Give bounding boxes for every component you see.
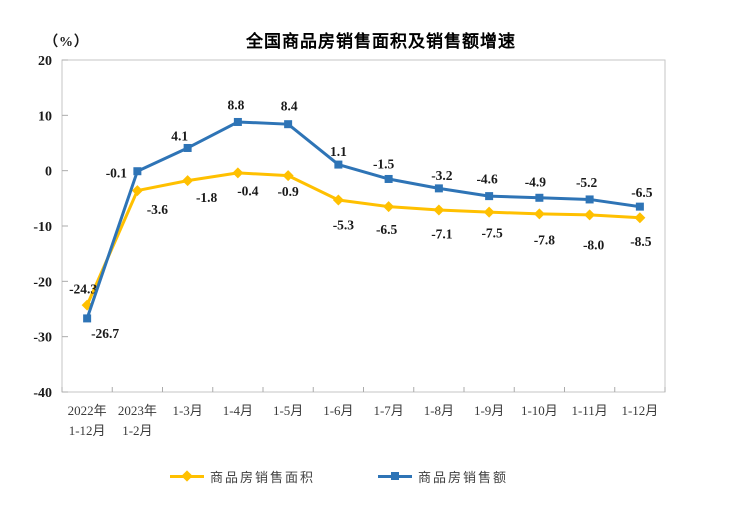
- data-label-sales-area: -0.9: [277, 184, 299, 199]
- x-axis-label: 1-12月: [621, 403, 658, 418]
- x-axis-label: 1-10月: [521, 403, 558, 418]
- data-point-marker-sales-area: [282, 170, 294, 182]
- plot-border: [61, 59, 666, 393]
- legend-item-sales-area: 商品房销售面积: [170, 466, 315, 486]
- data-label-sales-area: -3.6: [147, 202, 169, 217]
- data-point-marker-sales-area: [533, 208, 545, 220]
- x-axis-label: 1-8月: [424, 403, 454, 418]
- line-square-marker-icon: [378, 470, 412, 482]
- data-label-sales-value: -3.2: [431, 168, 453, 183]
- data-point-marker-sales-area: [182, 175, 194, 187]
- data-point-marker-sales-value: [585, 195, 594, 204]
- data-label-sales-area: -7.1: [431, 226, 453, 241]
- data-label-sales-value: -26.7: [91, 326, 119, 341]
- data-point-marker-sales-value: [434, 184, 443, 193]
- x-axis-label: 1-9月: [474, 403, 504, 418]
- x-axis-label: 1-11月: [571, 403, 607, 418]
- data-label-sales-area: -1.8: [196, 190, 218, 205]
- series-line-sales-value: [85, 120, 642, 320]
- chart-legend: 商品房销售面积 商品房销售额: [0, 466, 736, 488]
- data-label-sales-area: -8.0: [583, 237, 605, 252]
- data-label-sales-area: -0.4: [237, 183, 259, 198]
- data-label-sales-value: 4.1: [171, 128, 188, 143]
- data-point-marker-sales-area: [634, 212, 646, 224]
- data-point-marker-sales-value: [535, 193, 544, 202]
- data-point-marker-sales-value: [133, 167, 142, 176]
- data-label-sales-value: -1.5: [373, 156, 395, 171]
- line-diamond-marker-icon: [170, 470, 204, 482]
- legend-label-sales-value: 商品房销售额: [418, 469, 509, 485]
- data-point-marker-sales-area: [433, 204, 445, 216]
- data-label-sales-value: 8.8: [227, 97, 244, 112]
- data-label-sales-area: -7.8: [534, 232, 556, 247]
- data-point-marker-sales-value: [384, 174, 393, 183]
- data-label-sales-area: -6.5: [376, 222, 398, 237]
- x-axis-label: 1-5月: [273, 403, 303, 418]
- data-point-marker-sales-area: [584, 209, 596, 221]
- data-label-sales-area: -8.5: [630, 234, 652, 249]
- x-axis-label: 1-12月: [69, 423, 106, 438]
- x-axis-label: 1-7月: [373, 403, 403, 418]
- data-point-marker-sales-value: [233, 117, 242, 126]
- x-axis-label: 1-6月: [323, 403, 353, 418]
- y-axis-label: -40: [33, 386, 52, 401]
- data-point-marker-sales-value: [183, 143, 192, 152]
- y-axis-label: -30: [33, 331, 52, 346]
- data-label-sales-value: 8.4: [281, 99, 298, 114]
- data-label-sales-value: -4.9: [525, 174, 547, 189]
- data-label-sales-value: -5.2: [576, 175, 598, 190]
- legend-item-sales-value: 商品房销售额: [378, 466, 508, 486]
- x-axis-label: 1-2月: [122, 423, 152, 438]
- y-axis-unit-label: （%）: [44, 35, 89, 50]
- data-point-marker-sales-value: [635, 202, 644, 211]
- data-point-marker-sales-area: [131, 185, 143, 197]
- data-label-sales-value: -0.1: [106, 166, 128, 181]
- chart-title: 全国商品房销售面积及销售额增速: [246, 32, 516, 51]
- data-point-marker-sales-value: [284, 120, 293, 129]
- x-axis-label: 2022年: [68, 403, 107, 418]
- legend-label-sales-area: 商品房销售面积: [210, 469, 316, 485]
- data-label-sales-area: -5.3: [333, 217, 355, 232]
- data-point-marker-sales-value: [83, 314, 92, 323]
- data-label-sales-value: -6.5: [631, 185, 653, 200]
- data-point-marker-sales-area: [483, 206, 495, 218]
- y-axis-label: 10: [38, 109, 52, 124]
- x-axis-label: 1-4月: [223, 403, 253, 418]
- data-point-marker-sales-area: [383, 201, 395, 213]
- y-axis-label: 0: [45, 165, 52, 180]
- data-point-marker-sales-area: [232, 167, 244, 179]
- data-label-sales-value: 1.1: [330, 144, 347, 159]
- data-point-marker-sales-area: [332, 194, 344, 206]
- data-point-marker-sales-value: [334, 160, 343, 169]
- series-line-sales-area: [85, 171, 642, 307]
- x-axis-label: 1-3月: [172, 403, 202, 418]
- y-axis-label: -20: [33, 275, 52, 290]
- data-label-sales-value: -4.6: [476, 172, 498, 187]
- data-label-sales-area: -24.3: [69, 282, 97, 297]
- data-point-marker-sales-value: [485, 192, 494, 201]
- y-axis-label: -10: [33, 220, 52, 235]
- x-axis-label: 2023年: [118, 403, 157, 418]
- y-axis-label: 20: [38, 54, 52, 69]
- data-label-sales-area: -7.5: [481, 226, 503, 241]
